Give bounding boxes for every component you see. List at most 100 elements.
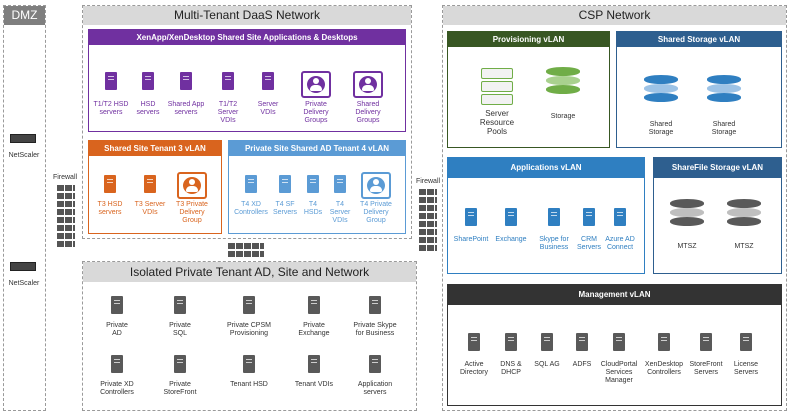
tenant4-title: Private Site Shared AD Tenant 4 vLAN bbox=[229, 141, 405, 156]
shared-site-item-label: Shared Delivery Groups bbox=[355, 101, 381, 124]
server-icon bbox=[174, 296, 186, 314]
isolated-item-label: Private CPSM Provisioning bbox=[227, 322, 271, 337]
server-icon bbox=[541, 333, 553, 351]
server-icon bbox=[308, 296, 320, 314]
management-title: Management vLAN bbox=[448, 285, 781, 305]
delivery-group-icon bbox=[301, 71, 331, 98]
mtsz-1-label: MTSZ bbox=[677, 243, 697, 250]
tenant4-item-label: T4 Private Delivery Group bbox=[360, 201, 392, 224]
server-icon bbox=[505, 333, 517, 351]
server-icon bbox=[180, 72, 192, 90]
server-icon bbox=[658, 333, 670, 351]
shared-storage-1-label: Shared Storage bbox=[648, 121, 674, 136]
management-item-label: Active Directory bbox=[459, 361, 488, 376]
server-icon bbox=[245, 175, 257, 193]
server-icon bbox=[334, 175, 346, 193]
management-item-label: ADFS bbox=[572, 361, 592, 368]
sharefile-title: ShareFile Storage vLAN bbox=[654, 158, 781, 178]
firewall-middle-icon bbox=[228, 243, 264, 257]
provisioning-title: Provisioning vLAN bbox=[448, 32, 609, 47]
server-icon bbox=[105, 72, 117, 90]
delivery-group-icon bbox=[361, 172, 391, 199]
management-item-label: CloudPortal Services Manager bbox=[600, 361, 638, 384]
applications-box: Applications vLAN bbox=[447, 157, 645, 274]
shared-site-item-label: Private Delivery Groups bbox=[303, 101, 329, 124]
server-icon bbox=[262, 72, 274, 90]
isolated-title: Isolated Private Tenant AD, Site and Net… bbox=[83, 262, 416, 282]
tenant3-box: Shared Site Tenant 3 vLAN bbox=[88, 140, 222, 234]
netscaler-top-label: NetScaler bbox=[8, 152, 40, 159]
server-pools-label: Server Resource Pools bbox=[479, 109, 515, 136]
server-icon bbox=[369, 355, 381, 373]
tenant3-title: Shared Site Tenant 3 vLAN bbox=[89, 141, 221, 156]
server-pools-icon bbox=[481, 68, 513, 105]
server-icon bbox=[144, 175, 156, 193]
server-icon bbox=[243, 296, 255, 314]
shared-site-title: XenApp/XenDesktop Shared Site Applicatio… bbox=[89, 30, 405, 45]
server-icon bbox=[468, 333, 480, 351]
tenant3-item-label: T3 Private Delivery Group bbox=[176, 201, 208, 224]
mtsz-2-icon bbox=[727, 199, 761, 233]
server-icon bbox=[700, 333, 712, 351]
shared-site-item-label: T1/T2 Server VDIs bbox=[217, 101, 239, 124]
tenant3-item-label: T3 HSD servers bbox=[97, 201, 123, 216]
dmz-title: DMZ bbox=[4, 6, 45, 25]
csp-title: CSP Network bbox=[443, 6, 786, 25]
shared-storage-2-icon bbox=[707, 75, 741, 109]
server-icon bbox=[111, 355, 123, 373]
provisioning-storage-icon bbox=[546, 67, 580, 101]
management-item-label: SQL AG bbox=[534, 361, 560, 368]
isolated-item-label: Private StoreFront bbox=[163, 381, 197, 396]
server-icon bbox=[142, 72, 154, 90]
shared-site-box: XenApp/XenDesktop Shared Site Applicatio… bbox=[88, 29, 406, 132]
dmz-zone: DMZ bbox=[3, 5, 46, 411]
server-icon bbox=[740, 333, 752, 351]
isolated-item-label: Private AD bbox=[106, 322, 128, 337]
isolated-item-label: Private Exchange bbox=[298, 322, 330, 337]
applications-item-label: CRM Servers bbox=[576, 236, 602, 251]
management-item-label: DNS & DHCP bbox=[500, 361, 522, 376]
shared-site-item-label: HSD servers bbox=[136, 101, 160, 116]
server-icon bbox=[548, 208, 560, 226]
shared-site-item-label: T1/T2 HSD servers bbox=[93, 101, 129, 116]
mtsz-1-icon bbox=[670, 199, 704, 233]
server-icon bbox=[174, 355, 186, 373]
server-icon bbox=[243, 355, 255, 373]
applications-item-label: Skype for Business bbox=[539, 236, 569, 251]
shared-storage-1-icon bbox=[644, 75, 678, 109]
shared-storage-box: Shared Storage vLAN bbox=[616, 31, 782, 148]
server-icon bbox=[369, 296, 381, 314]
provisioning-storage-label: Storage bbox=[550, 113, 576, 120]
provisioning-box: Provisioning vLAN bbox=[447, 31, 610, 148]
server-icon bbox=[583, 208, 595, 226]
server-icon bbox=[614, 208, 626, 226]
tenant4-item-label: T4 SF Servers bbox=[272, 201, 298, 216]
server-icon bbox=[308, 355, 320, 373]
isolated-item-label: Private XD Controllers bbox=[100, 381, 134, 396]
server-icon bbox=[104, 175, 116, 193]
server-icon bbox=[307, 175, 319, 193]
tenant4-item-label: T4 HSDs bbox=[303, 201, 323, 216]
isolated-item-label: Tenant VDIs bbox=[294, 381, 334, 388]
firewall-left-icon bbox=[57, 185, 75, 249]
applications-title: Applications vLAN bbox=[448, 158, 644, 178]
applications-item-label: SharePoint bbox=[453, 236, 489, 243]
isolated-zone: Isolated Private Tenant AD, Site and Net… bbox=[82, 261, 417, 411]
server-icon bbox=[279, 175, 291, 193]
tenant4-item-label: T4 XD Controllers bbox=[234, 201, 268, 216]
management-box: Management vLAN bbox=[447, 284, 782, 406]
management-item-label: License Servers bbox=[733, 361, 759, 376]
management-item-label: XenDesktop Controllers bbox=[644, 361, 684, 376]
server-icon bbox=[222, 72, 234, 90]
tenant4-item-label: T4 Server VDIs bbox=[329, 201, 351, 224]
isolated-item-label: Private SQL bbox=[169, 322, 191, 337]
server-icon bbox=[505, 208, 517, 226]
applications-item-label: Exchange bbox=[495, 236, 527, 243]
firewall-right-label: Firewall bbox=[415, 178, 441, 185]
tenant3-item-label: T3 Server VDIs bbox=[134, 201, 166, 216]
server-icon bbox=[465, 208, 477, 226]
daas-title: Multi-Tenant DaaS Network bbox=[83, 6, 411, 25]
isolated-item-label: Tenant HSD bbox=[230, 381, 268, 388]
tenant4-box: Private Site Shared AD Tenant 4 vLAN bbox=[228, 140, 406, 234]
delivery-group-icon bbox=[353, 71, 383, 98]
